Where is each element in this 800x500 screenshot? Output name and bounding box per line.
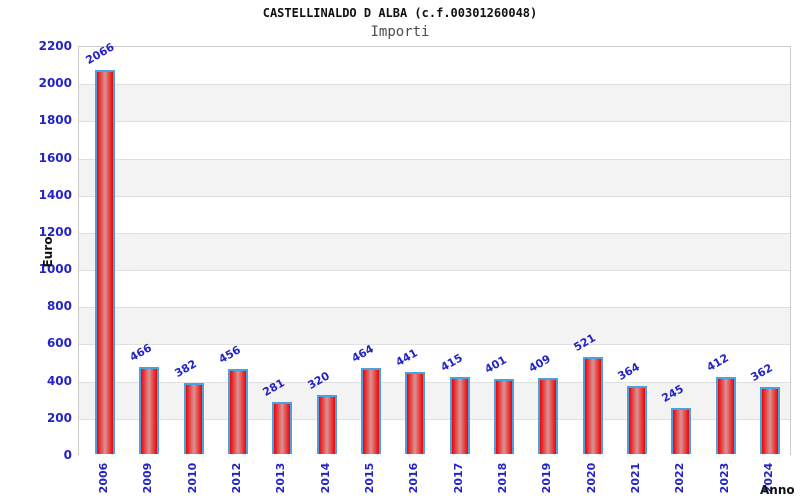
bar xyxy=(316,394,337,454)
bar xyxy=(95,69,115,454)
x-tick-label: 2016 xyxy=(407,462,420,494)
bar xyxy=(228,369,248,454)
x-tick-label: 2014 xyxy=(319,462,332,494)
bar xyxy=(582,357,603,454)
x-tick-label: 2012 xyxy=(230,462,243,494)
plot-band xyxy=(79,307,790,345)
y-tick-label: 1000 xyxy=(38,262,72,276)
bar xyxy=(449,376,470,454)
y-tick-label: 1200 xyxy=(38,225,72,239)
x-tick-label: 2021 xyxy=(629,462,642,494)
bar xyxy=(361,367,381,454)
plot-band xyxy=(79,84,790,122)
x-tick-label: 2019 xyxy=(540,462,553,494)
x-axis-title: Anno xyxy=(760,483,795,497)
y-tick-label: 800 xyxy=(46,299,72,313)
x-tick-label: 2013 xyxy=(274,462,287,494)
gridline xyxy=(79,158,790,160)
bar xyxy=(272,401,293,454)
bar xyxy=(671,408,692,454)
bar xyxy=(494,379,514,454)
plot-band xyxy=(79,121,790,159)
gridline xyxy=(79,232,790,234)
x-tick-label: 2015 xyxy=(363,462,376,494)
y-tick-label: 1400 xyxy=(38,188,72,202)
plot-band xyxy=(79,344,790,382)
bar xyxy=(139,367,160,454)
chart-subtitle: Importi xyxy=(370,24,430,40)
x-tick-label: 2010 xyxy=(186,462,199,494)
y-tick-label: 0 xyxy=(63,448,72,462)
bar xyxy=(715,377,736,454)
bar xyxy=(627,386,647,454)
x-tick-label: 2018 xyxy=(496,462,509,494)
gridline xyxy=(79,84,790,86)
y-tick-label: 2200 xyxy=(38,39,72,53)
gridline xyxy=(79,195,790,197)
plot-band xyxy=(79,232,790,271)
gridline xyxy=(79,307,790,309)
bar xyxy=(183,382,204,454)
plot-band xyxy=(79,47,790,85)
y-axis-title: Euro xyxy=(41,236,55,268)
y-tick-label: 400 xyxy=(46,374,72,388)
x-tick-label: 2006 xyxy=(97,462,110,494)
bar xyxy=(538,377,559,454)
x-tick-label: 2023 xyxy=(718,462,731,494)
bar xyxy=(405,372,426,454)
plot-area: 2066 466 382 456 281 320 464 441 415 401 409 521 364… xyxy=(78,40,791,456)
gridline xyxy=(79,381,790,383)
x-tick-label: 2009 xyxy=(141,462,154,494)
gridline xyxy=(79,270,790,272)
plot-band xyxy=(79,158,790,196)
x-tick-label: 2020 xyxy=(585,462,598,494)
y-tick-label: 200 xyxy=(46,411,72,425)
plot-band xyxy=(79,195,790,233)
y-tick-label: 2000 xyxy=(38,76,72,90)
y-tick-label: 1800 xyxy=(38,113,72,127)
bar xyxy=(760,386,780,454)
y-tick-label: 600 xyxy=(46,336,72,350)
y-tick-label: 1600 xyxy=(38,151,72,165)
gridline xyxy=(79,121,790,123)
gridline xyxy=(79,344,790,346)
x-tick-label: 2022 xyxy=(673,462,686,494)
gridline xyxy=(79,418,790,420)
chart-title: CASTELLINALDO D ALBA (c.f.00301260048) xyxy=(262,6,538,20)
x-tick-label: 2017 xyxy=(452,462,465,494)
plot-band xyxy=(79,270,790,308)
